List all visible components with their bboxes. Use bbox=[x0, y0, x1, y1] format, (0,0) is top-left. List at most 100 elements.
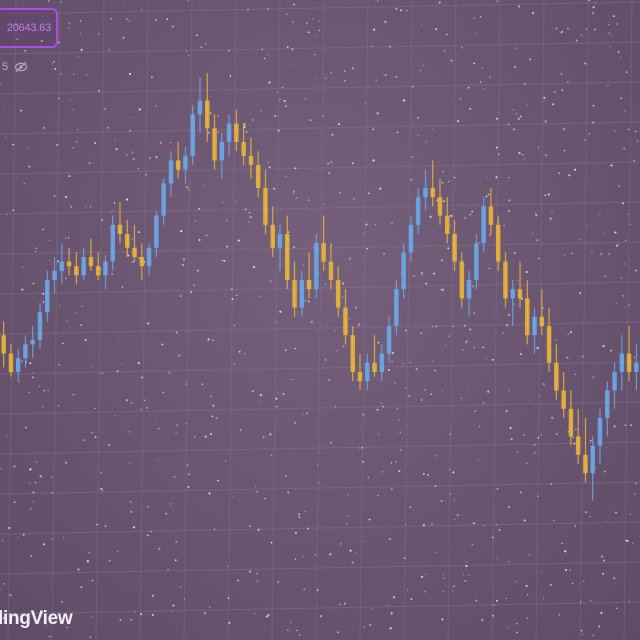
noise-dot bbox=[400, 9, 402, 12]
noise-dot bbox=[417, 116, 420, 119]
noise-dot bbox=[567, 27, 569, 30]
noise-dot bbox=[582, 580, 585, 583]
candle-up bbox=[161, 183, 166, 216]
noise-dot bbox=[469, 213, 472, 216]
noise-dot bbox=[187, 485, 190, 488]
noise-dot bbox=[267, 161, 270, 164]
noise-dot bbox=[80, 324, 83, 326]
noise-dot bbox=[155, 105, 157, 107]
noise-dot bbox=[117, 550, 119, 552]
candle-up bbox=[597, 418, 603, 446]
noise-dot bbox=[284, 349, 287, 352]
candle-down bbox=[357, 372, 363, 382]
noise-dot bbox=[592, 376, 595, 379]
noise-dot bbox=[579, 291, 582, 295]
noise-dot bbox=[137, 231, 140, 234]
noise-dot bbox=[311, 18, 314, 20]
noise-dot bbox=[202, 185, 204, 187]
noise-dot bbox=[594, 28, 596, 31]
noise-dot bbox=[421, 575, 424, 578]
noise-dot bbox=[80, 586, 83, 589]
noise-dot bbox=[585, 243, 587, 245]
noise-dot bbox=[542, 597, 545, 599]
eye-hidden-icon[interactable] bbox=[14, 60, 28, 74]
noise-dot bbox=[537, 426, 539, 428]
noise-dot bbox=[113, 202, 116, 204]
noise-dot bbox=[615, 244, 618, 247]
noise-dot bbox=[221, 259, 224, 262]
noise-dot bbox=[469, 328, 472, 331]
noise-dot bbox=[42, 300, 45, 304]
noise-dot bbox=[264, 497, 266, 500]
noise-dot bbox=[17, 537, 19, 539]
noise-dot bbox=[307, 527, 309, 530]
noise-dot bbox=[588, 132, 590, 135]
noise-dot bbox=[634, 482, 637, 485]
noise-dot bbox=[478, 425, 481, 428]
noise-dot bbox=[484, 88, 486, 90]
noise-dot bbox=[588, 0, 591, 1]
noise-dot bbox=[515, 580, 517, 582]
noise-dot bbox=[22, 533, 25, 536]
noise-dot bbox=[229, 74, 232, 76]
noise-dot bbox=[555, 27, 558, 30]
noise-dot bbox=[85, 74, 88, 76]
noise-dot bbox=[298, 513, 300, 516]
noise-dot bbox=[205, 234, 208, 237]
noise-dot bbox=[358, 323, 361, 326]
noise-dot bbox=[376, 408, 379, 411]
noise-dot bbox=[75, 141, 78, 143]
noise-dot bbox=[376, 112, 379, 115]
noise-dot bbox=[498, 529, 501, 531]
noise-dot bbox=[170, 503, 172, 505]
price-label: 20643.63 bbox=[6, 22, 51, 34]
noise-dot bbox=[225, 460, 227, 462]
noise-dot bbox=[507, 176, 510, 179]
candle-down bbox=[306, 280, 312, 290]
noise-dot bbox=[592, 121, 595, 124]
noise-dot bbox=[281, 86, 284, 89]
noise-dot bbox=[395, 461, 397, 463]
noise-dot bbox=[394, 382, 396, 384]
noise-dot bbox=[73, 73, 75, 76]
noise-dot bbox=[463, 216, 467, 219]
noise-dot bbox=[566, 357, 568, 359]
noise-dot bbox=[602, 572, 605, 575]
noise-dot bbox=[519, 115, 522, 118]
candle-up bbox=[103, 261, 108, 276]
noise-dot bbox=[108, 49, 110, 51]
noise-dot bbox=[608, 253, 610, 255]
noise-dot bbox=[147, 505, 150, 508]
noise-dot bbox=[262, 436, 265, 438]
noise-dot bbox=[165, 512, 168, 515]
noise-dot bbox=[268, 53, 270, 55]
noise-dot bbox=[217, 131, 220, 133]
noise-dot bbox=[249, 124, 251, 126]
grid-line-vertical bbox=[623, 0, 633, 640]
noise-dot bbox=[324, 359, 327, 361]
noise-dot bbox=[475, 599, 478, 602]
noise-dot bbox=[125, 399, 128, 402]
noise-dot bbox=[378, 433, 380, 435]
noise-dot bbox=[636, 139, 639, 142]
noise-dot bbox=[420, 399, 423, 401]
noise-dot bbox=[473, 17, 475, 20]
noise-dot bbox=[130, 510, 133, 513]
noise-dot bbox=[634, 130, 637, 133]
noise-dot bbox=[186, 464, 189, 466]
noise-dot bbox=[441, 618, 444, 621]
noise-dot bbox=[609, 45, 612, 48]
noise-dot bbox=[420, 24, 422, 26]
noise-dot bbox=[574, 525, 576, 527]
noise-dot bbox=[330, 161, 333, 164]
noise-dot bbox=[292, 192, 295, 194]
noise-dot bbox=[473, 62, 476, 65]
noise-dot bbox=[259, 394, 262, 397]
noise-dot bbox=[209, 112, 212, 114]
candle-down bbox=[321, 243, 326, 262]
noise-dot bbox=[599, 213, 601, 215]
noise-dot bbox=[519, 491, 523, 494]
noise-dot bbox=[126, 154, 128, 156]
noise-dot bbox=[56, 144, 58, 146]
